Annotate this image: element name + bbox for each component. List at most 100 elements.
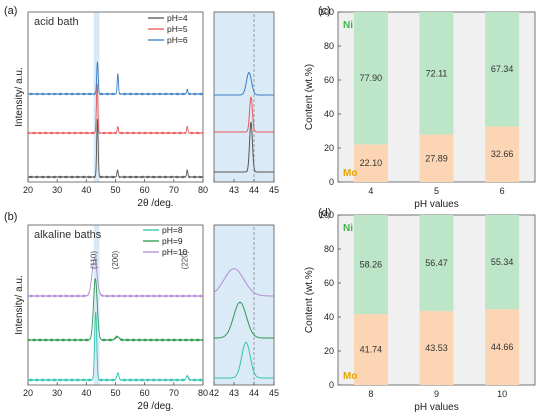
zoom-trace — [214, 122, 274, 173]
zoom-trace — [214, 96, 274, 133]
x-tick-label: 50 — [110, 185, 120, 195]
x-tick-label: 60 — [140, 388, 150, 398]
stacked-bar-segment-ni — [419, 12, 454, 135]
x-tick-label: 9 — [434, 389, 439, 399]
x-tick-label: 60 — [140, 185, 150, 195]
x-tick-label: 40 — [81, 185, 91, 195]
y-tick-label: 60 — [324, 75, 334, 85]
zoom-tick-label: 44 — [249, 185, 259, 195]
legend-label: pH=5 — [167, 24, 188, 34]
plot-frame — [27, 224, 204, 386]
legend-label: pH=9 — [162, 236, 183, 246]
xrd-trace — [27, 83, 204, 135]
bar-value-label: 56.47 — [425, 258, 448, 268]
highlight-band — [93, 225, 100, 385]
zoom-tick-label: 45 — [269, 388, 279, 398]
stacked-bar-segment-ni — [419, 215, 454, 311]
y-axis-label: Content (wt.%) — [304, 267, 315, 333]
x-tick-label: 30 — [52, 388, 62, 398]
zoom-trace — [214, 341, 274, 379]
y-tick-label: 40 — [324, 312, 334, 322]
xrd-trace — [27, 278, 204, 343]
zoom-trace — [214, 301, 274, 339]
zoom-trace — [213, 268, 274, 297]
x-tick-label: 20 — [23, 185, 33, 195]
x-tick-label: 80 — [198, 185, 208, 195]
y-tick-label: 20 — [324, 143, 334, 153]
bar-value-label: 44.66 — [491, 342, 514, 352]
bath-annotation: acid bath — [34, 16, 79, 28]
y-tick-label: 60 — [324, 278, 334, 288]
y-axis-label: Intensity/ a.u. — [14, 67, 25, 126]
y-tick-label: 40 — [324, 109, 334, 119]
stacked-bar-segment-mo — [485, 309, 520, 385]
bar-value-label: 43.53 — [425, 343, 448, 353]
peak-label: (110) — [90, 251, 99, 269]
bar-value-label: 77.90 — [360, 73, 383, 83]
x-tick-label: 4 — [368, 186, 373, 196]
peak-label: (220) — [180, 250, 189, 269]
stacked-bar-segment-ni — [353, 215, 388, 315]
x-tick-label: 10 — [497, 389, 507, 399]
x-tick-label: 30 — [52, 185, 62, 195]
zoom-frame — [213, 224, 275, 386]
zoom-tick-label: 42 — [209, 388, 219, 398]
stacked-bar-segment-mo — [485, 126, 520, 182]
x-tick-label: 50 — [110, 388, 120, 398]
zoom-tick-label: 44 — [249, 388, 259, 398]
y-axis-label: Content (wt.%) — [304, 64, 315, 130]
bar-value-label: 55.34 — [491, 257, 514, 267]
bar-value-label: 72.11 — [426, 68, 448, 78]
y-tick-label: 100 — [319, 7, 334, 17]
panel-label: (d) — [318, 207, 331, 219]
x-axis-label: 2θ /deg. — [137, 401, 173, 412]
legend-label: pH=10 — [162, 247, 188, 257]
stacked-bar-segment-mo — [353, 314, 388, 385]
xrd-trace — [28, 118, 204, 179]
x-tick-label: 8 — [368, 389, 373, 399]
peak-label: (200) — [111, 250, 120, 269]
y-tick-label: 20 — [324, 346, 334, 356]
legend-label: pH=6 — [167, 35, 188, 45]
bar-value-label: 67.34 — [491, 64, 514, 74]
x-tick-label: 70 — [169, 388, 179, 398]
element-label-ni: Ni — [343, 20, 353, 31]
xrd-trace — [27, 311, 204, 382]
zoom-tick-label: 45 — [269, 185, 279, 195]
element-label-ni: Ni — [343, 223, 353, 234]
xrd-trace — [27, 257, 204, 298]
panel-label: (b) — [4, 211, 17, 223]
y-axis-label: Intensity/ a.u. — [14, 275, 25, 334]
zoom-tick-label: 43 — [229, 185, 239, 195]
stacked-bar-segment-ni — [485, 12, 520, 127]
panel-c: (c) 0 20 40 60 80 100 Content (wt.%) pH values 4 2… — [304, 5, 536, 210]
element-label-mo: Mo — [343, 168, 357, 179]
x-axis-label: 2θ /deg. — [137, 198, 173, 209]
y-tick-label: 80 — [324, 244, 334, 254]
y-tick-label: 100 — [319, 210, 334, 220]
x-axis-label: pH values — [414, 402, 458, 413]
element-label-mo: Mo — [343, 371, 357, 382]
bar-value-label: 27.89 — [425, 153, 448, 163]
xrd-trace — [27, 60, 204, 96]
panel-label: (a) — [4, 5, 17, 17]
legend-label: pH=4 — [167, 13, 188, 23]
stacked-bar-segment-ni — [485, 215, 520, 310]
panel-a: (a) 20 30 40 50 60 70 80 2θ /deg. Intensity/ a.u.… — [4, 5, 279, 209]
bar-value-label: 58.26 — [360, 260, 383, 270]
y-tick-label: 0 — [329, 177, 334, 187]
y-tick-label: 80 — [324, 41, 334, 51]
x-tick-label: 5 — [434, 186, 439, 196]
bar-value-label: 41.74 — [360, 345, 383, 355]
panel-d: (d) 0 20 40 60 80 100 Content (wt.%) pH values 8 4… — [304, 207, 536, 413]
y-tick-label: 0 — [329, 380, 334, 390]
stacked-bar-segment-mo — [353, 144, 388, 182]
panel-label: (c) — [318, 5, 331, 17]
panel-b: (b) 20 30 40 50 60 70 80 2θ /deg. Intensity/ a.u.… — [4, 211, 279, 412]
bar-value-label: 32.66 — [491, 149, 514, 159]
stacked-bar-segment-mo — [419, 310, 454, 385]
legend-label: pH=8 — [162, 225, 183, 235]
plot-frame — [27, 11, 204, 183]
zoom-frame — [213, 11, 275, 183]
